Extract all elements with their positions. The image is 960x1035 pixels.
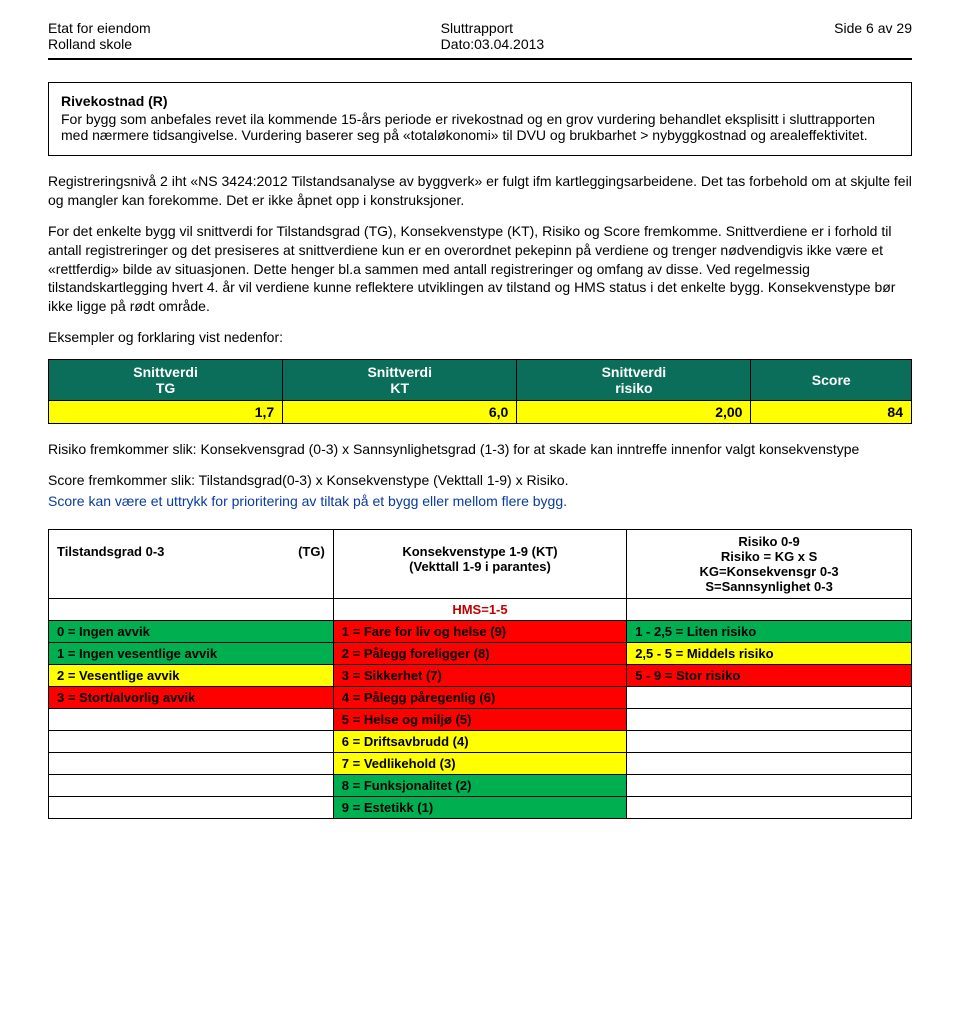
legend-cell: 3 = Sikkerhet (7) (333, 664, 626, 686)
legend-cell (49, 730, 334, 752)
legend-cell: 1 - 2,5 = Liten risiko (627, 620, 912, 642)
snitt-h-score: Score (751, 360, 912, 401)
legend-cell: 2 = Vesentlige avvik (49, 664, 334, 686)
snitt-h-risiko: Snittverdirisiko (517, 360, 751, 401)
legend-row: 8 = Funksjonalitet (2) (49, 774, 912, 796)
legend-cell: 7 = Vedlikehold (3) (333, 752, 626, 774)
legend-cell: 1 = Fare for liv og helse (9) (333, 620, 626, 642)
legend-cell (627, 774, 912, 796)
header-center: Sluttrapport Dato:03.04.2013 (441, 20, 545, 52)
legend-cell: 9 = Estetikk (1) (333, 796, 626, 818)
legend-h2a: Konsekvenstype 1-9 (KT) (402, 544, 557, 559)
paragraph-registrering: Registreringsnivå 2 iht «NS 3424:2012 Ti… (48, 172, 912, 210)
legend-cell: 0 = Ingen avvik (49, 620, 334, 642)
header-report-type: Sluttrapport (441, 20, 513, 36)
legend-cell: 4 = Pålegg påregenlig (6) (333, 686, 626, 708)
legend-row: 7 = Vedlikehold (3) (49, 752, 912, 774)
legend-cell: 5 = Helse og miljø (5) (333, 708, 626, 730)
header-left: Etat for eiendom Rolland skole (48, 20, 151, 52)
rivekostnad-box: Rivekostnad (R) For bygg som anbefales r… (48, 82, 912, 156)
legend-h3d: S=Sannsynlighet 0-3 (705, 579, 833, 594)
header-separator (48, 58, 912, 60)
snitt-v-tg: 1,7 (49, 401, 283, 424)
snitt-v-score: 84 (751, 401, 912, 424)
legend-cell (627, 752, 912, 774)
legend-h-kt: Konsekvenstype 1-9 (KT) (Vekttall 1-9 i … (333, 529, 626, 598)
legend-cell (49, 752, 334, 774)
legend-row: 1 = Ingen vesentlige avvik2 = Pålegg for… (49, 642, 912, 664)
legend-h1b: (TG) (298, 544, 325, 559)
legend-cell: 2 = Pålegg foreligger (8) (333, 642, 626, 664)
legend-h-risiko: Risiko 0-9 Risiko = KG x S KG=Konsekvens… (627, 529, 912, 598)
legend-cell: 2,5 - 5 = Middels risiko (627, 642, 912, 664)
legend-h3b: Risiko = KG x S (721, 549, 817, 564)
legend-cell (49, 796, 334, 818)
legend-hms-empty2 (627, 598, 912, 620)
legend-hms-row: HMS=1-5 (49, 598, 912, 620)
header-school: Rolland skole (48, 36, 132, 52)
legend-row: 0 = Ingen avvik1 = Fare for liv og helse… (49, 620, 912, 642)
legend-cell (49, 708, 334, 730)
legend-h1a: Tilstandsgrad 0-3 (57, 544, 164, 559)
legend-hms-cell: HMS=1-5 (333, 598, 626, 620)
snitt-v-risiko: 2,00 (517, 401, 751, 424)
legend-header-row: Tilstandsgrad 0-3 (TG) Konsekvenstype 1-… (49, 529, 912, 598)
legend-cell (627, 708, 912, 730)
snitt-v-kt: 6,0 (283, 401, 517, 424)
legend-cell (627, 730, 912, 752)
legend-row: 5 = Helse og miljø (5) (49, 708, 912, 730)
legend-row: 3 = Stort/alvorlig avvik4 = Pålegg påreg… (49, 686, 912, 708)
snitt-header-row: SnittverdiTG SnittverdiKT Snittverdirisi… (49, 360, 912, 401)
legend-cell: 3 = Stort/alvorlig avvik (49, 686, 334, 708)
box-body: For bygg som anbefales revet ila kommend… (61, 111, 899, 143)
legend-cell: 8 = Funksjonalitet (2) (333, 774, 626, 796)
snitt-value-row: 1,7 6,0 2,00 84 (49, 401, 912, 424)
snitt-h-tg: SnittverdiTG (49, 360, 283, 401)
paragraph-snittverdi: For det enkelte bygg vil snittverdi for … (48, 222, 912, 316)
legend-cell (627, 796, 912, 818)
snitt-h-kt: SnittverdiKT (283, 360, 517, 401)
legend-hms-empty1 (49, 598, 334, 620)
legend-h2b: (Vekttall 1-9 i parantes) (409, 559, 551, 574)
legend-table: Tilstandsgrad 0-3 (TG) Konsekvenstype 1-… (48, 529, 912, 819)
paragraph-score-note: Score kan være et uttrykk for prioriteri… (48, 492, 912, 511)
header-page: Side 6 av 29 (834, 20, 912, 36)
header-date: Dato:03.04.2013 (441, 36, 545, 52)
header-right: Side 6 av 29 (834, 20, 912, 52)
legend-row: 2 = Vesentlige avvik3 = Sikkerhet (7)5 -… (49, 664, 912, 686)
legend-h3c: KG=Konsekvensgr 0-3 (700, 564, 839, 579)
paragraph-risiko-formula: Risiko fremkommer slik: Konsekvensgrad (… (48, 440, 912, 459)
legend-cell: 5 - 9 = Stor risiko (627, 664, 912, 686)
paragraph-score-formula: Score fremkommer slik: Tilstandsgrad(0-3… (48, 471, 912, 490)
legend-cell: 6 = Driftsavbrudd (4) (333, 730, 626, 752)
snitt-table: SnittverdiTG SnittverdiKT Snittverdirisi… (48, 359, 912, 424)
page-header: Etat for eiendom Rolland skole Sluttrapp… (48, 20, 912, 52)
legend-cell (627, 686, 912, 708)
legend-h-tg: Tilstandsgrad 0-3 (TG) (49, 529, 334, 598)
legend-row: 6 = Driftsavbrudd (4) (49, 730, 912, 752)
paragraph-eksempler: Eksempler og forklaring vist nedenfor: (48, 328, 912, 347)
legend-h3a: Risiko 0-9 (738, 534, 799, 549)
header-org: Etat for eiendom (48, 20, 151, 36)
legend-cell: 1 = Ingen vesentlige avvik (49, 642, 334, 664)
legend-row: 9 = Estetikk (1) (49, 796, 912, 818)
legend-cell (49, 774, 334, 796)
box-title: Rivekostnad (R) (61, 93, 899, 109)
